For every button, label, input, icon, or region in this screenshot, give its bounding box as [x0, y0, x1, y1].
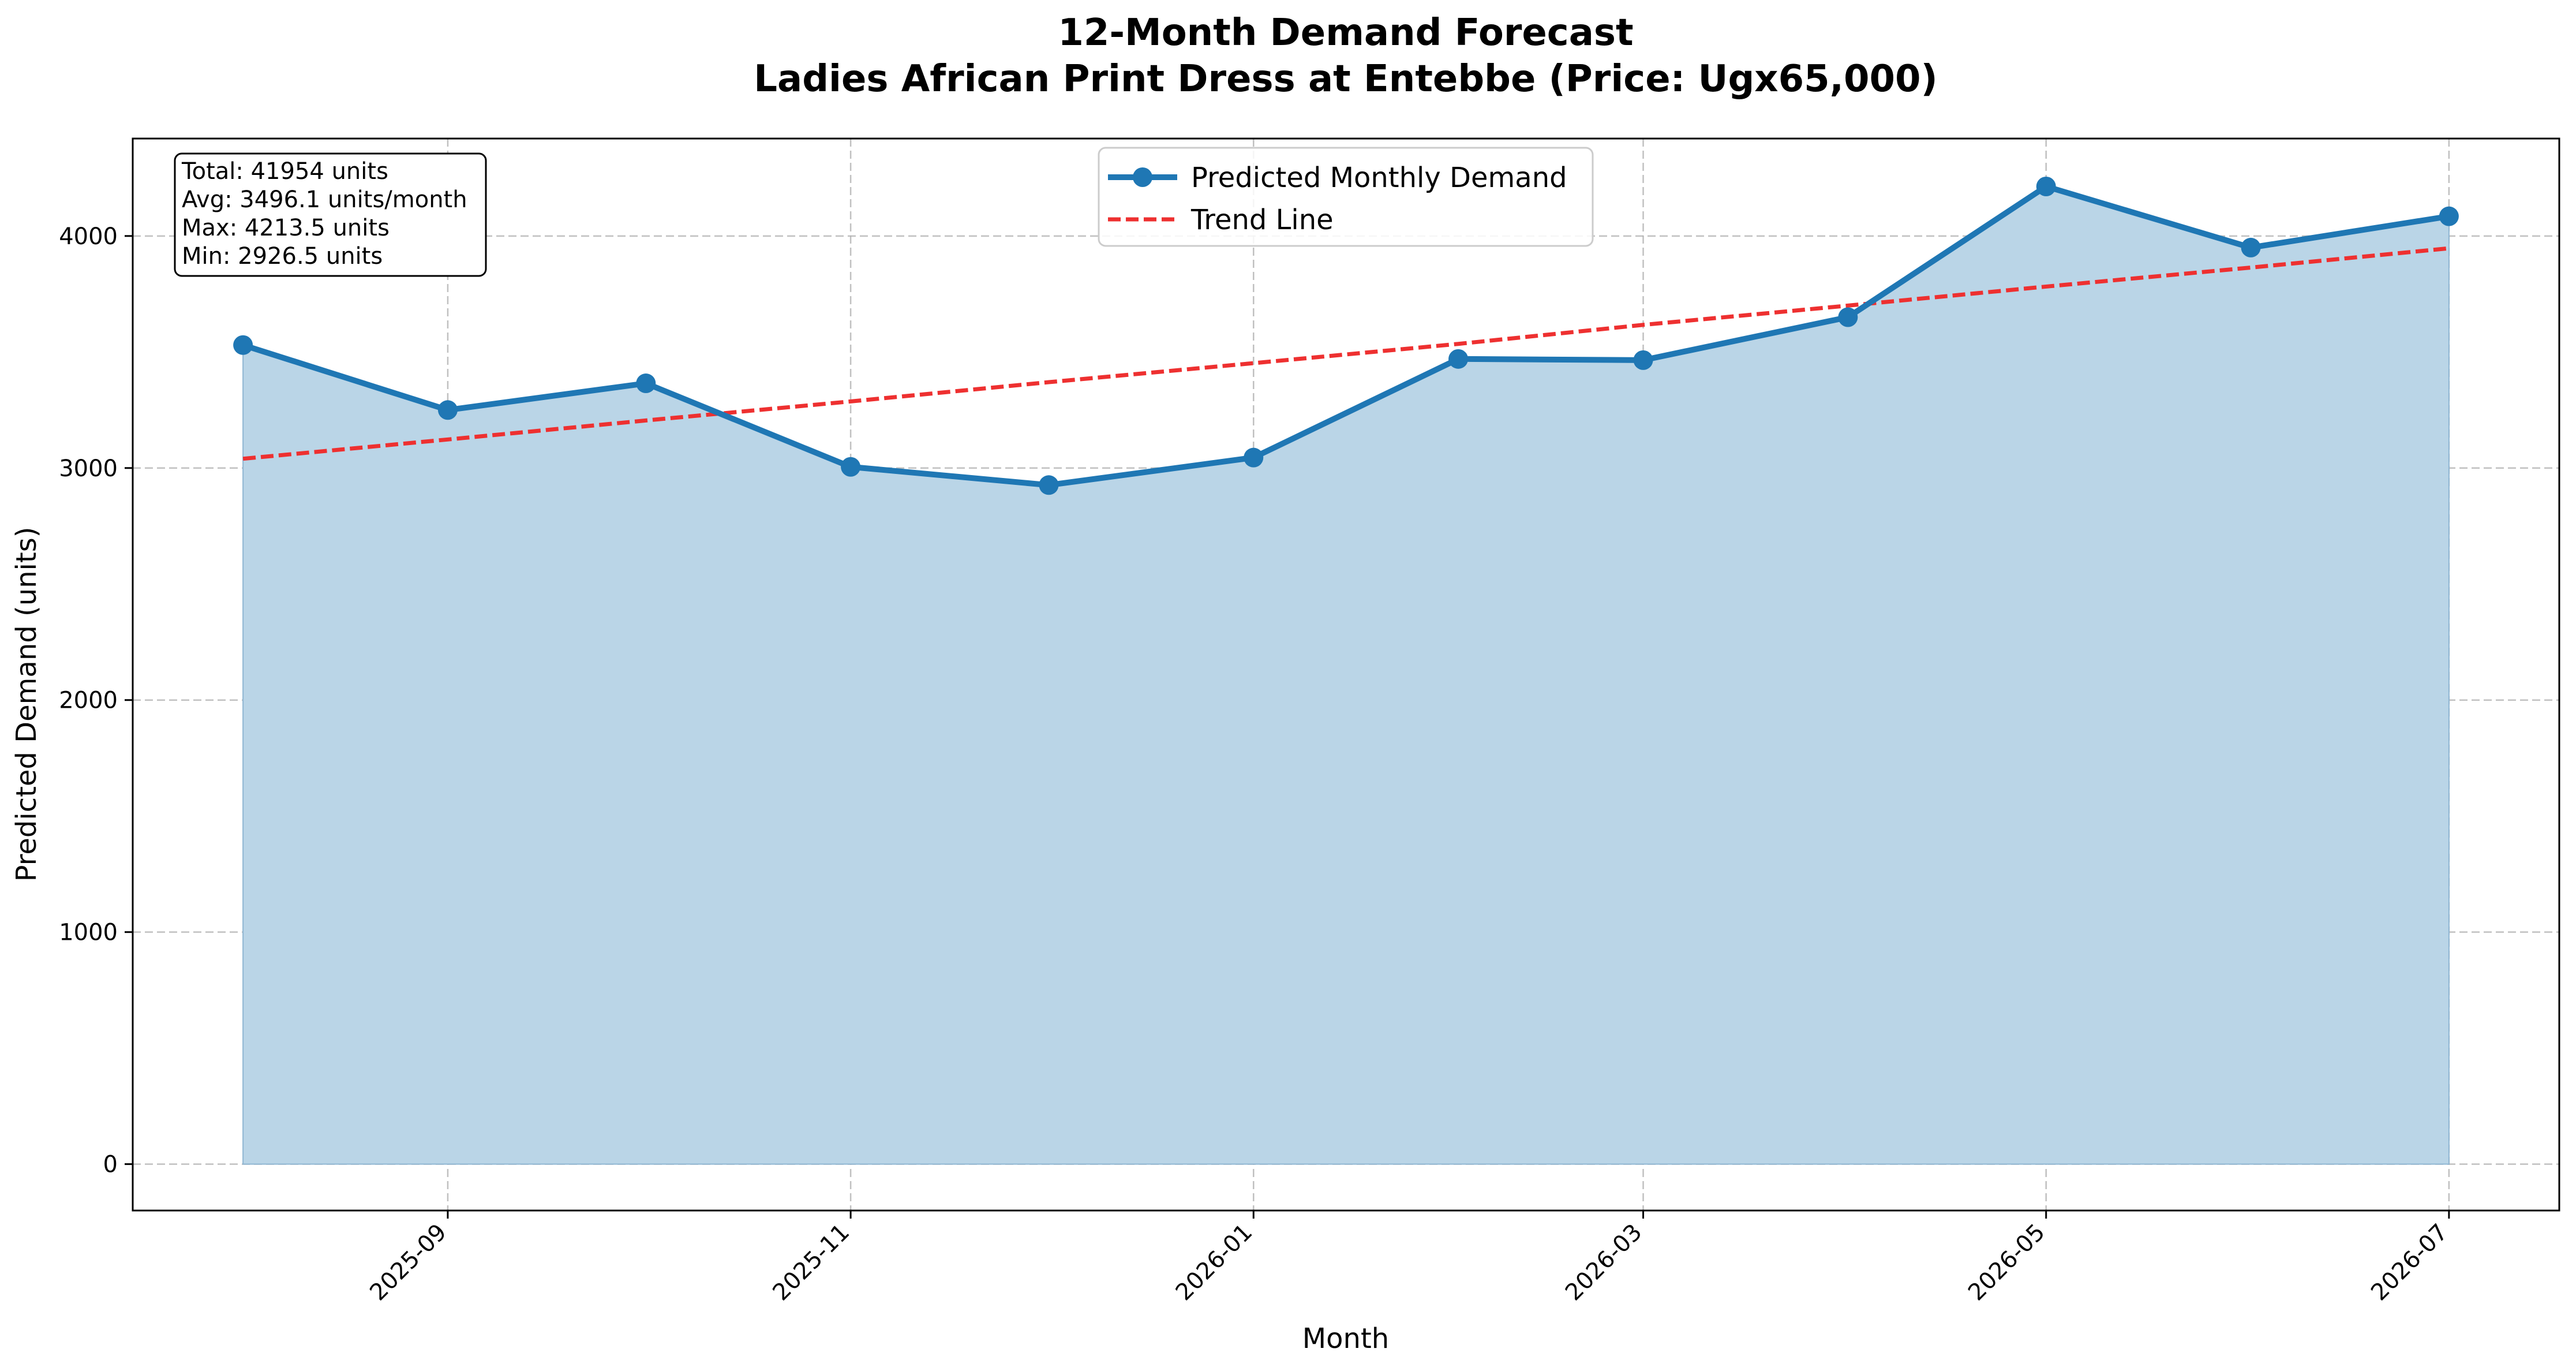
- legend: Predicted Monthly Demand Trend Line: [1098, 147, 1594, 247]
- y-tick-label: 2000: [59, 688, 118, 714]
- demand-point: [841, 457, 861, 477]
- line-layer: [233, 177, 2459, 495]
- x-axis: 2025-09 2025-11 2026-01 2026-03 2026-05 2026-…: [365, 1211, 2453, 1306]
- demand-point: [636, 373, 656, 394]
- x-tick-label: 2026-07: [2366, 1219, 2453, 1306]
- demand-point: [2241, 237, 2261, 257]
- plot-frame: [132, 137, 2560, 1212]
- demand-point: [1838, 307, 1858, 327]
- x-tick-label: 2025-11: [767, 1219, 855, 1306]
- demand-point: [1448, 349, 1469, 369]
- demand-point: [2439, 206, 2459, 226]
- stats-total: Total: 41954 units: [181, 158, 388, 185]
- stats-average: Avg: 3496.1 units/month: [182, 186, 467, 213]
- demand-point: [1039, 475, 1059, 495]
- demand-point: [1244, 447, 1264, 468]
- x-tick-label: 2025-09: [365, 1219, 452, 1306]
- x-axis-label: Month: [1302, 1323, 1389, 1355]
- legend-trend-label: Trend Line: [1190, 204, 1334, 236]
- stats-min: Min: 2926.5 units: [182, 243, 383, 270]
- stats-max: Max: 4213.5 units: [182, 215, 390, 241]
- x-tick-label: 2026-03: [1560, 1219, 1648, 1306]
- y-tick-label: 0: [103, 1152, 118, 1178]
- y-tick-label: 3000: [59, 455, 118, 482]
- demand-area-fill: [242, 185, 2450, 1165]
- demand-point: [233, 335, 253, 355]
- y-tick-label: 1000: [59, 920, 118, 946]
- x-tick-label: 2026-01: [1171, 1219, 1258, 1306]
- demand-point: [1633, 350, 1653, 370]
- area-layer: [242, 185, 2450, 1165]
- legend-demand-label: Predicted Monthly Demand: [1191, 162, 1567, 194]
- demand-point: [437, 400, 458, 420]
- y-axis: 0 1000 2000 3000 4000: [59, 223, 133, 1178]
- chart-subtitle: Ladies African Print Dress at Entebbe (P…: [754, 58, 1938, 100]
- demand-point: [2036, 177, 2056, 197]
- stats-box: Total: 41954 units Avg: 3496.1 units/mon…: [174, 152, 487, 277]
- chart-title: 12-Month Demand Forecast: [1058, 12, 1633, 54]
- demand-line: [242, 184, 2450, 488]
- legend-demand-marker: [1133, 167, 1152, 187]
- y-axis-label: Predicted Demand (units): [10, 527, 43, 882]
- trend-line: [242, 246, 2450, 461]
- y-tick-label: 4000: [59, 223, 118, 250]
- x-tick-label: 2026-05: [1963, 1219, 2050, 1306]
